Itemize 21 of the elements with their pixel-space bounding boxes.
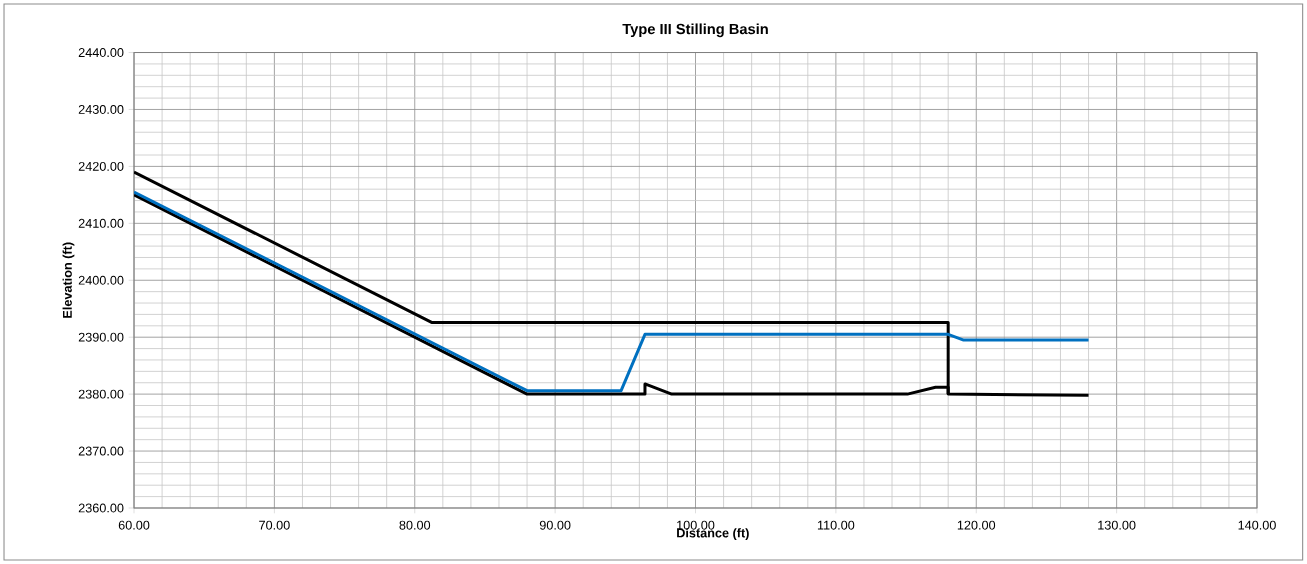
y-tick-label: 2380.00 — [78, 389, 124, 399]
x-axis-title: Distance (ft) — [677, 528, 749, 540]
x-tick-label: 60.00 — [118, 520, 150, 530]
chart-title: Type III Stilling Basin — [622, 23, 768, 38]
y-axis-title: Elevation (ft) — [62, 242, 75, 318]
y-tick-label: 2360.00 — [78, 503, 124, 513]
x-tick-label: 90.00 — [539, 520, 571, 530]
y-tick-label: 2420.00 — [78, 161, 124, 171]
x-tick-label: 80.00 — [399, 520, 431, 530]
x-tick-label: 120.00 — [957, 520, 996, 530]
y-tick-label: 2390.00 — [78, 332, 124, 342]
y-tick-label: 2430.00 — [78, 104, 124, 114]
y-tick-label: 2440.00 — [78, 48, 124, 58]
y-tick-label: 2410.00 — [78, 218, 124, 228]
x-tick-label: 110.00 — [817, 520, 855, 530]
x-tick-label: 140.00 — [1238, 520, 1276, 530]
x-tick-label: 100.00 — [677, 520, 715, 530]
y-tick-label: 2370.00 — [78, 446, 124, 456]
x-tick-label: 70.00 — [259, 520, 290, 530]
x-tick-label: 130.00 — [1098, 520, 1136, 530]
y-tick-label: 2400.00 — [78, 275, 124, 285]
